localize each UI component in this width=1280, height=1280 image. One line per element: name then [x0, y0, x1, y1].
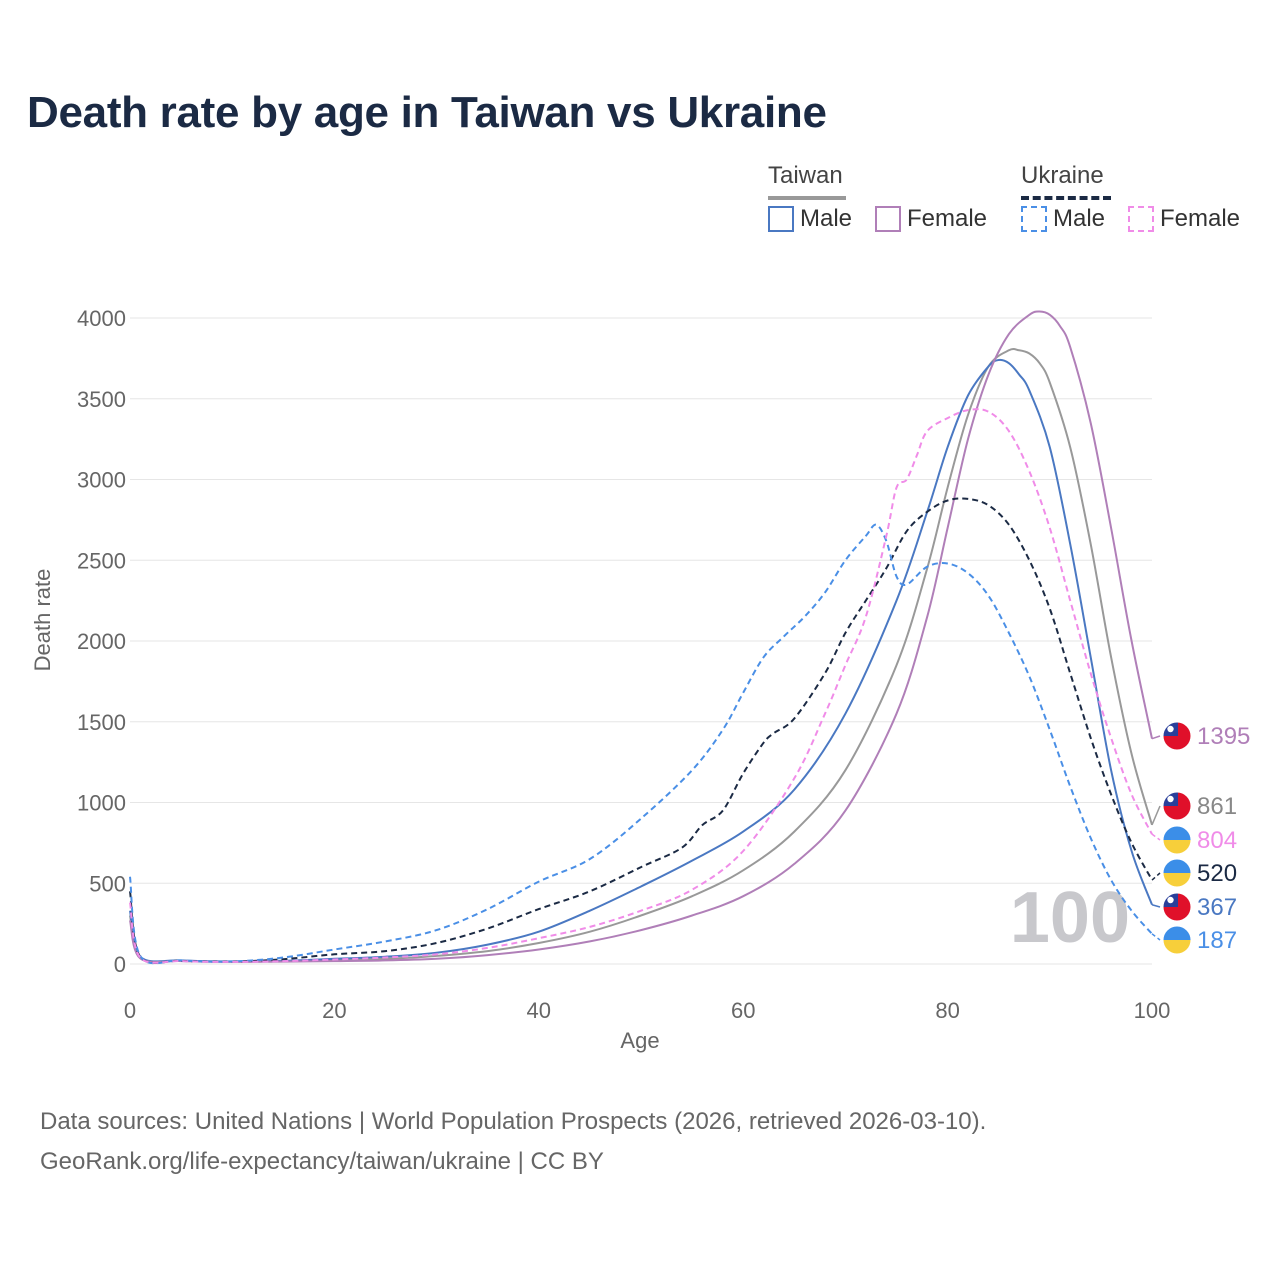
series-line-ukraine-total[interactable]: [129, 497, 1153, 964]
end-connector: [1151, 833, 1161, 841]
end-value-label: 1395: [1197, 723, 1250, 750]
swatch: [875, 206, 901, 232]
end-value-label: 804: [1197, 827, 1237, 854]
x-tick-label: 80: [935, 998, 959, 1023]
swatch: [768, 206, 794, 232]
series-line-taiwan-female[interactable]: [129, 310, 1153, 964]
chart-title: Death rate by age in Taiwan vs Ukraine: [27, 88, 827, 137]
legend-label: Male: [800, 205, 853, 232]
legend-group-swatch: [768, 196, 846, 200]
end-value-label: 367: [1197, 894, 1237, 921]
taiwan-flag-icon: [1162, 791, 1192, 821]
swatch: [1128, 206, 1154, 232]
source-url[interactable]: GeoRank.org/life-expectancy/taiwan/ukrai…: [40, 1148, 604, 1175]
series-line-ukraine-male[interactable]: [129, 523, 1153, 965]
legend-group-swatch: [1021, 196, 1111, 200]
y-tick-label: 1000: [77, 791, 126, 816]
taiwan-flag-icon: [1162, 892, 1192, 922]
end-connector: [1151, 735, 1161, 740]
end-connector: [1151, 904, 1161, 908]
series-line-ukraine-female[interactable]: [129, 408, 1153, 964]
legend-label: Male: [1053, 205, 1106, 232]
y-tick-label: 500: [89, 871, 126, 896]
x-tick-label: 20: [322, 998, 346, 1023]
end-value-label: 861: [1197, 793, 1237, 820]
end-connector: [1151, 872, 1161, 881]
end-connector: [1151, 933, 1161, 941]
legend: Taiwan Male Female Ukraine Male Female: [760, 160, 1260, 250]
taiwan-flag-icon: [1162, 721, 1192, 751]
year-watermark: 100: [1010, 878, 1130, 958]
legend-item-ukraine-female[interactable]: Female: [1128, 205, 1240, 233]
legend-group-title: Taiwan: [768, 162, 843, 189]
y-tick-label: 1500: [77, 710, 126, 735]
series-line-taiwan-male[interactable]: [129, 358, 1153, 963]
y-tick-label: 3500: [77, 387, 126, 412]
x-tick-label: 40: [527, 998, 551, 1023]
y-tick-label: 4000: [77, 306, 126, 331]
ukraine-flag-icon: [1162, 825, 1192, 855]
x-tick-label: 100: [1134, 998, 1171, 1023]
source-note: Data sources: United Nations | World Pop…: [40, 1108, 987, 1135]
series-line-taiwan-total[interactable]: [129, 347, 1153, 963]
y-tick-label: 3000: [77, 468, 126, 493]
swatch: [1021, 206, 1047, 232]
y-tick-label: 2500: [77, 548, 126, 573]
ukraine-flag-icon: [1162, 925, 1192, 955]
x-tick-label: 60: [731, 998, 755, 1023]
y-tick-label: 2000: [77, 629, 126, 654]
legend-item-ukraine-male[interactable]: Male: [1021, 205, 1105, 233]
legend-group-title: Ukraine: [1021, 162, 1104, 189]
ukraine-flag-icon: [1162, 858, 1192, 888]
legend-item-taiwan-male[interactable]: Male: [768, 205, 852, 233]
y-tick-label: 0: [114, 952, 126, 977]
y-axis-title: Death rate: [30, 569, 55, 672]
end-value-label: 520: [1197, 860, 1237, 887]
legend-group-taiwan: Taiwan: [768, 162, 846, 200]
x-tick-label: 0: [124, 998, 136, 1023]
end-value-label: 187: [1197, 927, 1237, 954]
legend-label: Female: [907, 205, 988, 232]
x-axis-title: Age: [620, 1028, 659, 1053]
legend-label: Female: [1160, 205, 1241, 232]
legend-item-taiwan-female[interactable]: Female: [875, 205, 987, 233]
end-connector: [1151, 805, 1161, 826]
legend-group-ukraine: Ukraine: [1021, 162, 1111, 200]
